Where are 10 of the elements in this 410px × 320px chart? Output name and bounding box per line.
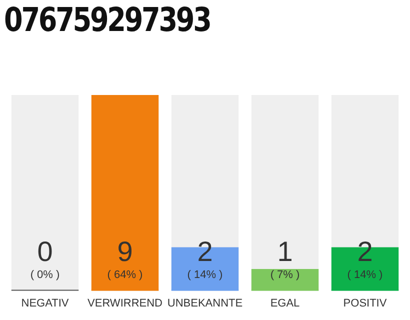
x-tick-label: POSITIV — [343, 297, 388, 310]
x-tick-label: UNBEKANNTE — [167, 297, 243, 310]
data-label: 9 ( 64% ) — [107, 236, 143, 281]
x-tick-label: VERWIRREND — [88, 297, 163, 310]
data-label: 1 ( 7% ) — [270, 236, 300, 281]
x-tick-label: NEGATIV — [21, 297, 70, 310]
bar — [251, 269, 319, 291]
data-label: 0 ( 0% ) — [30, 236, 60, 281]
chart-title: 076759297393 — [4, 0, 210, 39]
x-tick-label: EGAL — [270, 297, 300, 310]
